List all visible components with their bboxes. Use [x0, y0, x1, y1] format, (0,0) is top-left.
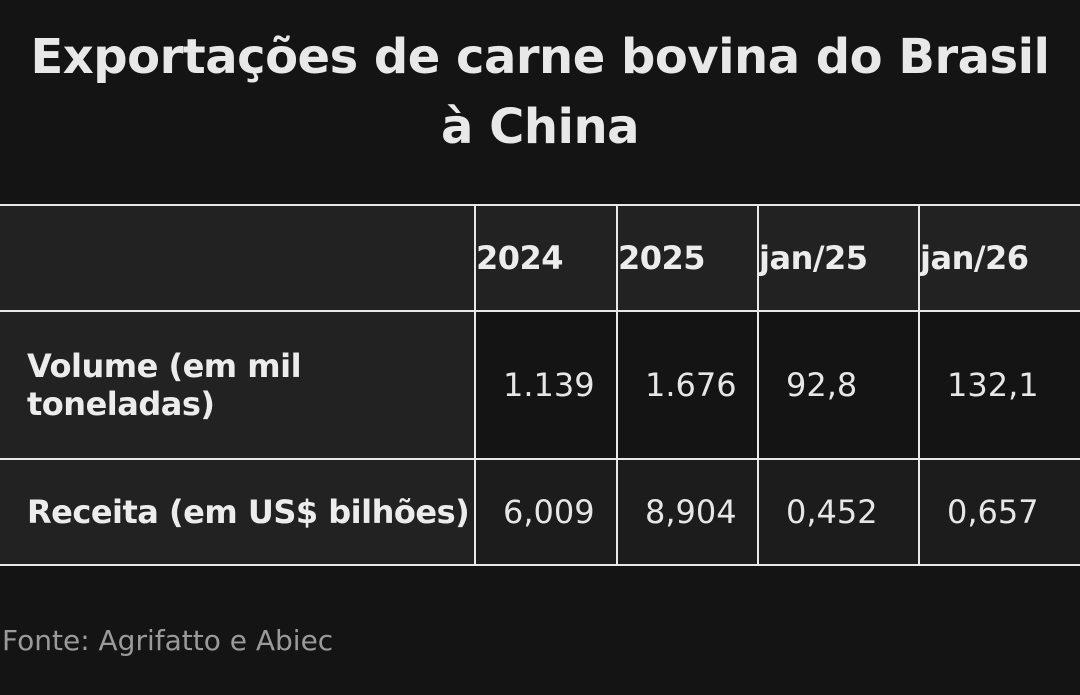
table-row-receita: Receita (em US$ bilhões) 6,009 8,904 0,4… [0, 458, 1080, 566]
data-table: 2024 2025 jan/25 jan/26 Volume (em mil t… [0, 204, 1080, 566]
table-cell: 1.676 [616, 310, 759, 460]
table-cell: 132,1 [918, 310, 1080, 460]
row-label-volume-line1: Volume (em mil [27, 347, 302, 385]
table-cell: 8,904 [616, 458, 759, 566]
page-title: Exportações de carne bovina do Brasil à … [0, 22, 1080, 162]
table-cell: 6,009 [474, 458, 618, 566]
row-label-volume: Volume (em mil toneladas) [0, 310, 476, 460]
table-cell: 1.139 [474, 310, 618, 460]
table-cell: 0,657 [918, 458, 1080, 566]
table-header-row: 2024 2025 jan/25 jan/26 [0, 204, 1080, 312]
table-cell: 92,8 [757, 310, 920, 460]
title-line-2: à China [440, 99, 640, 155]
title-line-1: Exportações de carne bovina do Brasil [30, 29, 1050, 85]
header-jan25: jan/25 [757, 204, 920, 312]
table-cell: 0,452 [757, 458, 920, 566]
row-label-receita: Receita (em US$ bilhões) [0, 458, 476, 566]
row-label-volume-line2: toneladas) [27, 385, 215, 423]
row-label-receita-line1: Receita (em US$ bilhões) [27, 493, 470, 531]
header-2025: 2025 [616, 204, 759, 312]
table-row-volume: Volume (em mil toneladas) 1.139 1.676 92… [0, 310, 1080, 460]
header-empty-cell [0, 204, 476, 312]
header-jan26: jan/26 [918, 204, 1080, 312]
source-note: Fonte: Agrifatto e Abiec [2, 624, 334, 657]
header-2024: 2024 [474, 204, 618, 312]
